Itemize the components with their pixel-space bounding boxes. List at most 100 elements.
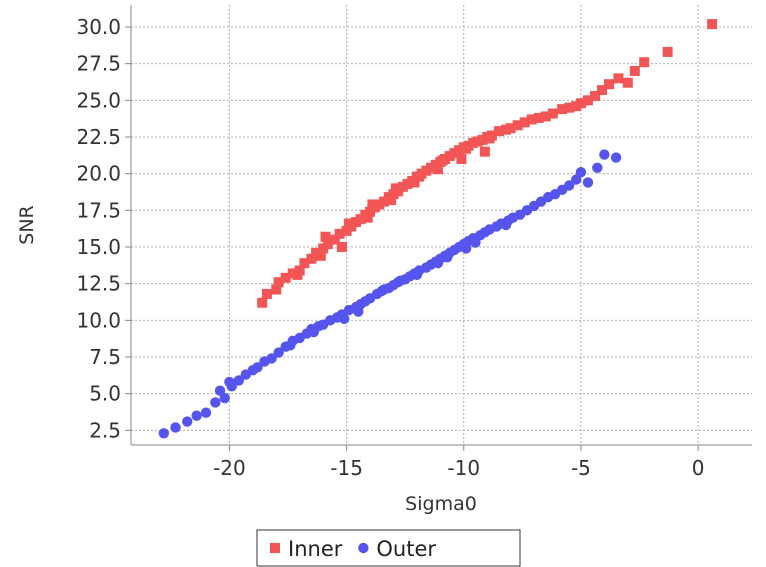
y-tick-label: 7.5 [89,345,121,369]
point-outer [273,347,284,358]
y-tick-label: 10.0 [76,308,121,332]
legend: Inner Outer [256,529,521,567]
point-inner [390,183,401,194]
point-outer [470,237,481,248]
point-inner [322,239,333,250]
point-outer [170,422,181,433]
point-inner [512,120,523,131]
point-inner [437,155,448,166]
x-tick-label: -15 [330,456,363,480]
y-tick-label: 12.5 [76,272,121,296]
legend-marker-inner [270,543,280,553]
point-outer [599,149,610,160]
point-outer [575,167,587,178]
y-tick-label: 22.5 [76,125,121,149]
point-inner [589,90,600,101]
point-outer [219,392,230,404]
point-inner [362,212,373,223]
point-outer [158,428,170,439]
point-outer [582,177,594,188]
point-inner [526,114,537,125]
point-inner [343,218,354,229]
point-inner [662,46,673,57]
point-inner [386,195,397,206]
point-inner [629,66,640,76]
point-inner [367,199,378,210]
point-inner [493,126,504,137]
point-inner [564,102,575,113]
legend-label-outer: Outer [376,537,436,561]
point-inner [479,146,490,157]
y-tick-label: 30.0 [76,15,121,39]
point-inner [257,297,268,308]
point-inner [292,269,303,280]
y-tick-label: 25.0 [76,88,121,112]
point-outer [210,397,221,408]
point-inner [306,253,317,264]
x-axis-ticks: -20 -15 -10 -5 0 [213,445,704,480]
y-axis-label: SNR [16,205,38,244]
point-inner [505,123,516,134]
legend-marker-outer [358,542,369,554]
series-layer [158,19,718,439]
point-inner [409,177,420,188]
x-axis-label: Sigma0 [405,493,477,515]
x-tick-label: -5 [571,456,591,480]
point-inner [461,143,472,154]
y-axis-ticks: 2.5 5.0 7.5 10.0 12.5 15.0 17.5 20.0 22.5 25.0 27.… [76,15,131,442]
point-inner [320,231,331,242]
x-tick-label: 0 [692,456,705,480]
point-inner [280,272,291,283]
x-tick-label: -10 [447,456,480,480]
point-inner [557,104,568,115]
point-outer [200,407,212,418]
point-inner [613,73,624,84]
point-inner [604,79,615,90]
legend-label-inner: Inner [288,537,343,561]
point-inner [519,117,530,128]
point-inner [456,154,467,164]
point-inner [299,258,310,269]
point-inner [271,284,282,295]
legend-items: Inner Outer [270,537,436,561]
point-outer [266,353,277,364]
y-tick-label: 17.5 [76,198,121,222]
point-outer [564,180,575,191]
point-outer [432,257,444,269]
point-inner [432,164,443,175]
point-outer [395,275,406,286]
point-outer [252,362,263,373]
point-outer [610,152,622,163]
point-outer [442,252,453,263]
point-outer [592,162,603,173]
y-tick-label: 27.5 [76,52,121,76]
y-tick-label: 2.5 [89,418,121,442]
point-outer [339,313,350,325]
point-inner [261,288,272,299]
point-outer [308,326,319,338]
point-outer [182,416,193,427]
point-inner [533,112,544,123]
point-outer [411,269,423,281]
point-inner [336,242,347,252]
point-inner [707,19,718,30]
point-inner [575,98,586,109]
series-outer [158,149,622,439]
point-inner [597,85,608,96]
point-inner [547,108,558,119]
point-outer [500,219,512,231]
point-inner [414,171,425,182]
point-inner [540,111,551,122]
x-tick-label: -20 [213,456,246,480]
point-inner [639,57,650,68]
y-tick-label: 15.0 [76,235,121,259]
point-inner [622,77,633,88]
point-outer [285,340,296,351]
point-inner [329,234,340,245]
point-inner [582,95,593,106]
point-inner [484,133,495,144]
point-outer [233,375,244,386]
plot-area [131,5,752,445]
point-inner [273,277,284,288]
